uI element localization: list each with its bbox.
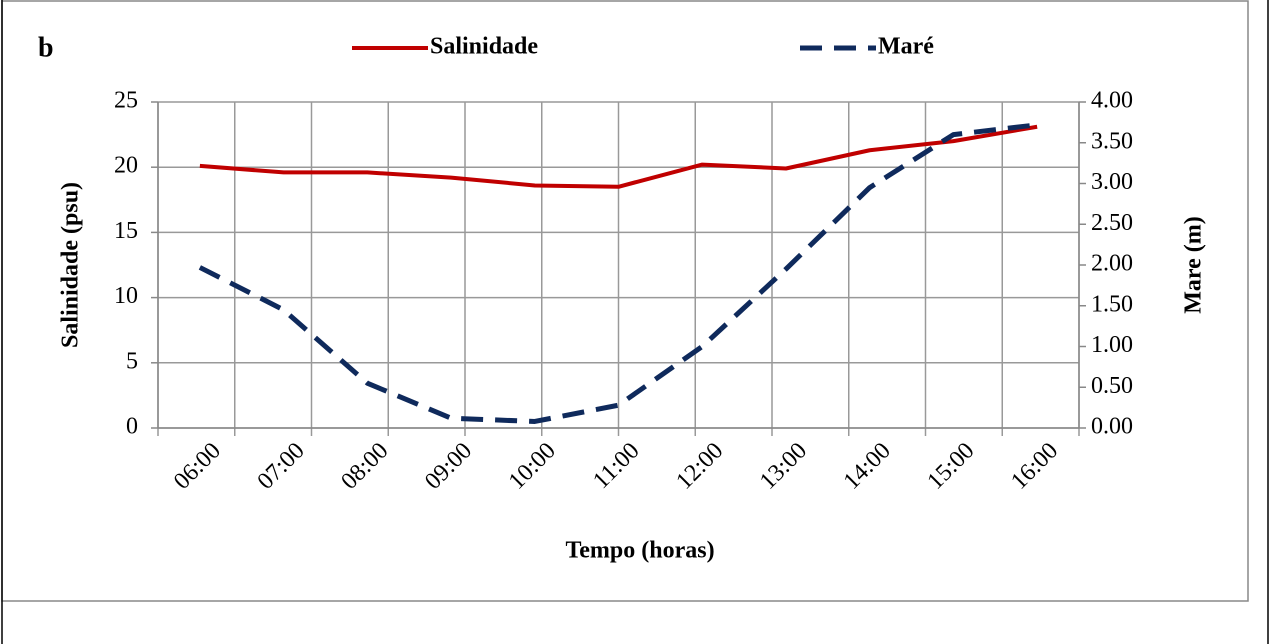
y-tick-label: 20 [114,153,138,179]
legend-label: Maré [878,34,934,60]
y2-tick-label: 1.50 [1091,291,1133,317]
y-tick-label: 25 [114,88,138,114]
y-tick-label: 0 [126,414,138,440]
y-axis-title: Salinidade (psu) [58,182,84,348]
y2-axis-title: Mare (m) [1181,216,1207,314]
y2-tick-label: 0.00 [1091,414,1133,440]
y-tick-label: 5 [126,348,138,374]
legend-label: Salinidade [430,34,538,60]
y2-tick-label: 3.00 [1091,169,1133,195]
y2-tick-label: 2.50 [1091,210,1133,236]
chart-frame [1,0,1249,602]
y2-tick-label: 4.00 [1091,88,1133,114]
series-line [199,124,1038,189]
x-axis-title: Tempo (horas) [565,538,714,564]
y2-tick-label: 3.50 [1091,128,1133,154]
y-tick-label: 10 [114,283,138,309]
y2-tick-label: 2.00 [1091,251,1133,277]
y2-tick-label: 1.00 [1091,332,1133,358]
y2-tick-label: 0.50 [1091,373,1133,399]
y-tick-label: 15 [114,218,138,244]
series-line [198,122,1038,424]
annotation: b [38,32,54,63]
